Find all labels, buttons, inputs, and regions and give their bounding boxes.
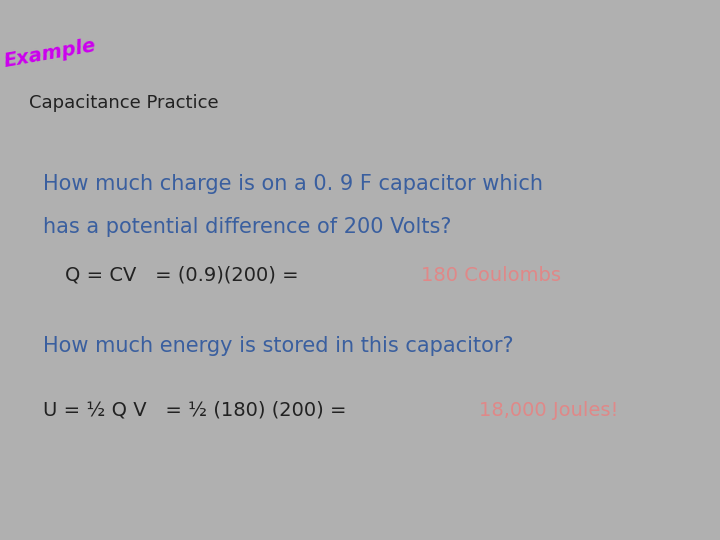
Text: U = ½ Q V   = ½ (180) (200) =: U = ½ Q V = ½ (180) (200) = [43, 401, 353, 420]
Text: How much charge is on a 0. 9 F capacitor which: How much charge is on a 0. 9 F capacitor… [43, 173, 543, 194]
Text: Q = CV   = (0.9)(200) =: Q = CV = (0.9)(200) = [65, 266, 305, 285]
Text: 18,000 Joules!: 18,000 Joules! [479, 401, 618, 420]
Text: How much energy is stored in this capacitor?: How much energy is stored in this capaci… [43, 335, 514, 356]
Text: Example: Example [3, 37, 98, 71]
Text: 180 Coulombs: 180 Coulombs [421, 266, 561, 285]
Text: has a potential difference of 200 Volts?: has a potential difference of 200 Volts? [43, 217, 451, 237]
Text: Capacitance Practice: Capacitance Practice [29, 93, 218, 112]
